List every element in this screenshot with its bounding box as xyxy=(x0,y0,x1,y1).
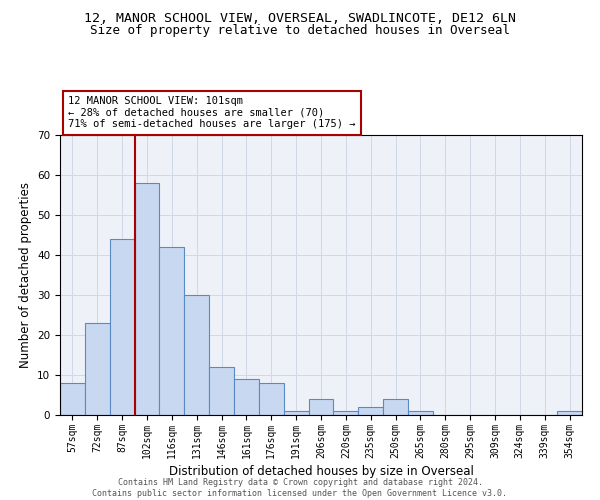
Bar xyxy=(408,411,433,415)
Bar xyxy=(284,411,308,415)
Bar xyxy=(358,407,383,415)
Text: 12 MANOR SCHOOL VIEW: 101sqm
← 28% of detached houses are smaller (70)
71% of se: 12 MANOR SCHOOL VIEW: 101sqm ← 28% of de… xyxy=(68,96,355,130)
Bar xyxy=(557,411,582,415)
Bar xyxy=(134,183,160,415)
Bar xyxy=(110,239,134,415)
Text: Contains HM Land Registry data © Crown copyright and database right 2024.
Contai: Contains HM Land Registry data © Crown c… xyxy=(92,478,508,498)
Text: Size of property relative to detached houses in Overseal: Size of property relative to detached ho… xyxy=(90,24,510,37)
Bar xyxy=(308,399,334,415)
Y-axis label: Number of detached properties: Number of detached properties xyxy=(19,182,32,368)
Bar xyxy=(234,379,259,415)
Bar xyxy=(209,367,234,415)
Bar xyxy=(85,323,110,415)
Bar xyxy=(160,247,184,415)
Bar xyxy=(184,295,209,415)
Bar xyxy=(334,411,358,415)
X-axis label: Distribution of detached houses by size in Overseal: Distribution of detached houses by size … xyxy=(169,465,473,478)
Bar xyxy=(259,383,284,415)
Bar xyxy=(60,383,85,415)
Bar xyxy=(383,399,408,415)
Text: 12, MANOR SCHOOL VIEW, OVERSEAL, SWADLINCOTE, DE12 6LN: 12, MANOR SCHOOL VIEW, OVERSEAL, SWADLIN… xyxy=(84,12,516,26)
